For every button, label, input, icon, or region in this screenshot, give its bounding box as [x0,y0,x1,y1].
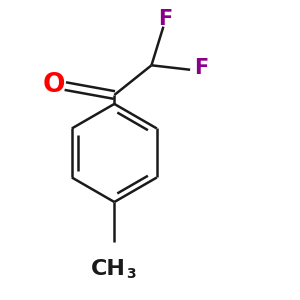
Text: 3: 3 [126,267,136,281]
Text: F: F [158,9,172,29]
Text: F: F [194,58,208,78]
Text: O: O [43,72,65,98]
Text: CH: CH [91,259,126,279]
